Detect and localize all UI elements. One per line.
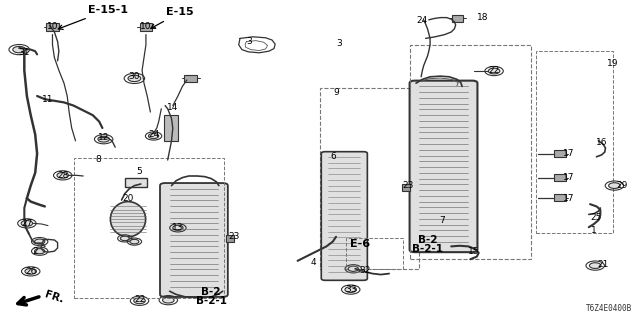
Text: 10: 10 bbox=[140, 22, 152, 31]
Bar bbox=[184, 75, 197, 82]
Bar bbox=[140, 23, 152, 31]
Text: 16: 16 bbox=[596, 138, 607, 147]
Text: 10: 10 bbox=[47, 22, 58, 31]
Text: 7: 7 bbox=[439, 216, 444, 225]
Text: 23: 23 bbox=[403, 181, 414, 190]
Text: 26: 26 bbox=[25, 267, 36, 276]
FancyBboxPatch shape bbox=[160, 183, 228, 297]
Text: 20: 20 bbox=[122, 194, 134, 203]
Text: 17: 17 bbox=[563, 194, 574, 203]
Bar bbox=[410, 45, 531, 259]
Text: FR.: FR. bbox=[44, 290, 65, 305]
Text: B-2: B-2 bbox=[418, 235, 437, 245]
Text: T6Z4E0400B: T6Z4E0400B bbox=[586, 304, 632, 313]
Circle shape bbox=[25, 268, 36, 274]
Text: 17: 17 bbox=[563, 149, 574, 158]
Ellipse shape bbox=[111, 202, 146, 237]
Bar bbox=[452, 15, 463, 22]
Bar bbox=[554, 174, 566, 181]
Circle shape bbox=[348, 266, 358, 271]
Text: 8: 8 bbox=[95, 156, 100, 164]
Text: E-6: E-6 bbox=[349, 239, 370, 249]
Text: 12: 12 bbox=[98, 133, 109, 142]
Text: 6: 6 bbox=[330, 152, 335, 161]
Circle shape bbox=[148, 133, 159, 139]
Bar bbox=[402, 184, 410, 191]
Circle shape bbox=[134, 298, 145, 304]
Bar bbox=[74, 158, 224, 298]
Text: 4: 4 bbox=[311, 258, 316, 267]
Circle shape bbox=[173, 225, 183, 230]
Text: 14: 14 bbox=[167, 103, 179, 112]
FancyBboxPatch shape bbox=[410, 81, 477, 252]
Text: 3: 3 bbox=[247, 37, 252, 46]
Text: 33: 33 bbox=[345, 285, 356, 294]
Text: 17: 17 bbox=[563, 173, 574, 182]
Text: B-2: B-2 bbox=[202, 287, 221, 297]
Text: 13: 13 bbox=[172, 223, 184, 232]
Text: B-2-1: B-2-1 bbox=[412, 244, 443, 254]
Text: 3: 3 bbox=[337, 39, 342, 48]
Text: E-15: E-15 bbox=[151, 7, 194, 28]
Circle shape bbox=[13, 46, 26, 53]
Text: 22: 22 bbox=[488, 66, 500, 75]
Text: 22: 22 bbox=[134, 295, 145, 304]
Circle shape bbox=[609, 183, 620, 188]
Text: 19: 19 bbox=[607, 60, 619, 68]
Text: 29: 29 bbox=[616, 181, 628, 190]
Text: 11: 11 bbox=[42, 95, 54, 104]
Bar bbox=[346, 238, 403, 269]
Circle shape bbox=[57, 172, 68, 178]
Text: 9: 9 bbox=[333, 88, 339, 97]
Circle shape bbox=[120, 236, 129, 241]
Text: 1: 1 bbox=[591, 226, 596, 235]
Circle shape bbox=[163, 297, 174, 303]
FancyBboxPatch shape bbox=[321, 152, 367, 280]
Bar bbox=[320, 88, 419, 269]
Circle shape bbox=[35, 249, 45, 254]
Text: 31: 31 bbox=[19, 48, 30, 57]
Bar bbox=[125, 178, 147, 187]
Text: 15: 15 bbox=[468, 247, 479, 256]
Bar bbox=[554, 150, 566, 157]
Text: 21: 21 bbox=[597, 260, 609, 269]
Text: 18: 18 bbox=[477, 13, 489, 22]
Text: 24: 24 bbox=[148, 130, 159, 139]
Circle shape bbox=[128, 75, 141, 82]
Bar bbox=[226, 235, 234, 242]
Circle shape bbox=[589, 263, 601, 268]
Circle shape bbox=[98, 136, 109, 142]
Bar bbox=[46, 23, 59, 31]
Text: 24: 24 bbox=[417, 16, 428, 25]
Bar bbox=[554, 194, 566, 201]
Circle shape bbox=[488, 68, 500, 74]
Text: 27: 27 bbox=[21, 219, 33, 228]
Text: 30: 30 bbox=[129, 72, 140, 81]
Text: 2: 2 bbox=[33, 247, 38, 256]
Bar bbox=[164, 115, 178, 141]
Circle shape bbox=[21, 220, 33, 226]
Bar bbox=[536, 51, 613, 233]
Text: 5: 5 bbox=[137, 167, 142, 176]
Circle shape bbox=[345, 287, 356, 292]
Text: 25: 25 bbox=[591, 213, 602, 222]
Circle shape bbox=[130, 239, 139, 244]
Text: 28: 28 bbox=[57, 171, 68, 180]
Circle shape bbox=[35, 239, 45, 244]
Text: 23: 23 bbox=[228, 232, 239, 241]
Text: E-15-1: E-15-1 bbox=[58, 5, 128, 29]
Text: B-2-1: B-2-1 bbox=[196, 296, 227, 307]
Text: 32: 32 bbox=[359, 266, 371, 275]
